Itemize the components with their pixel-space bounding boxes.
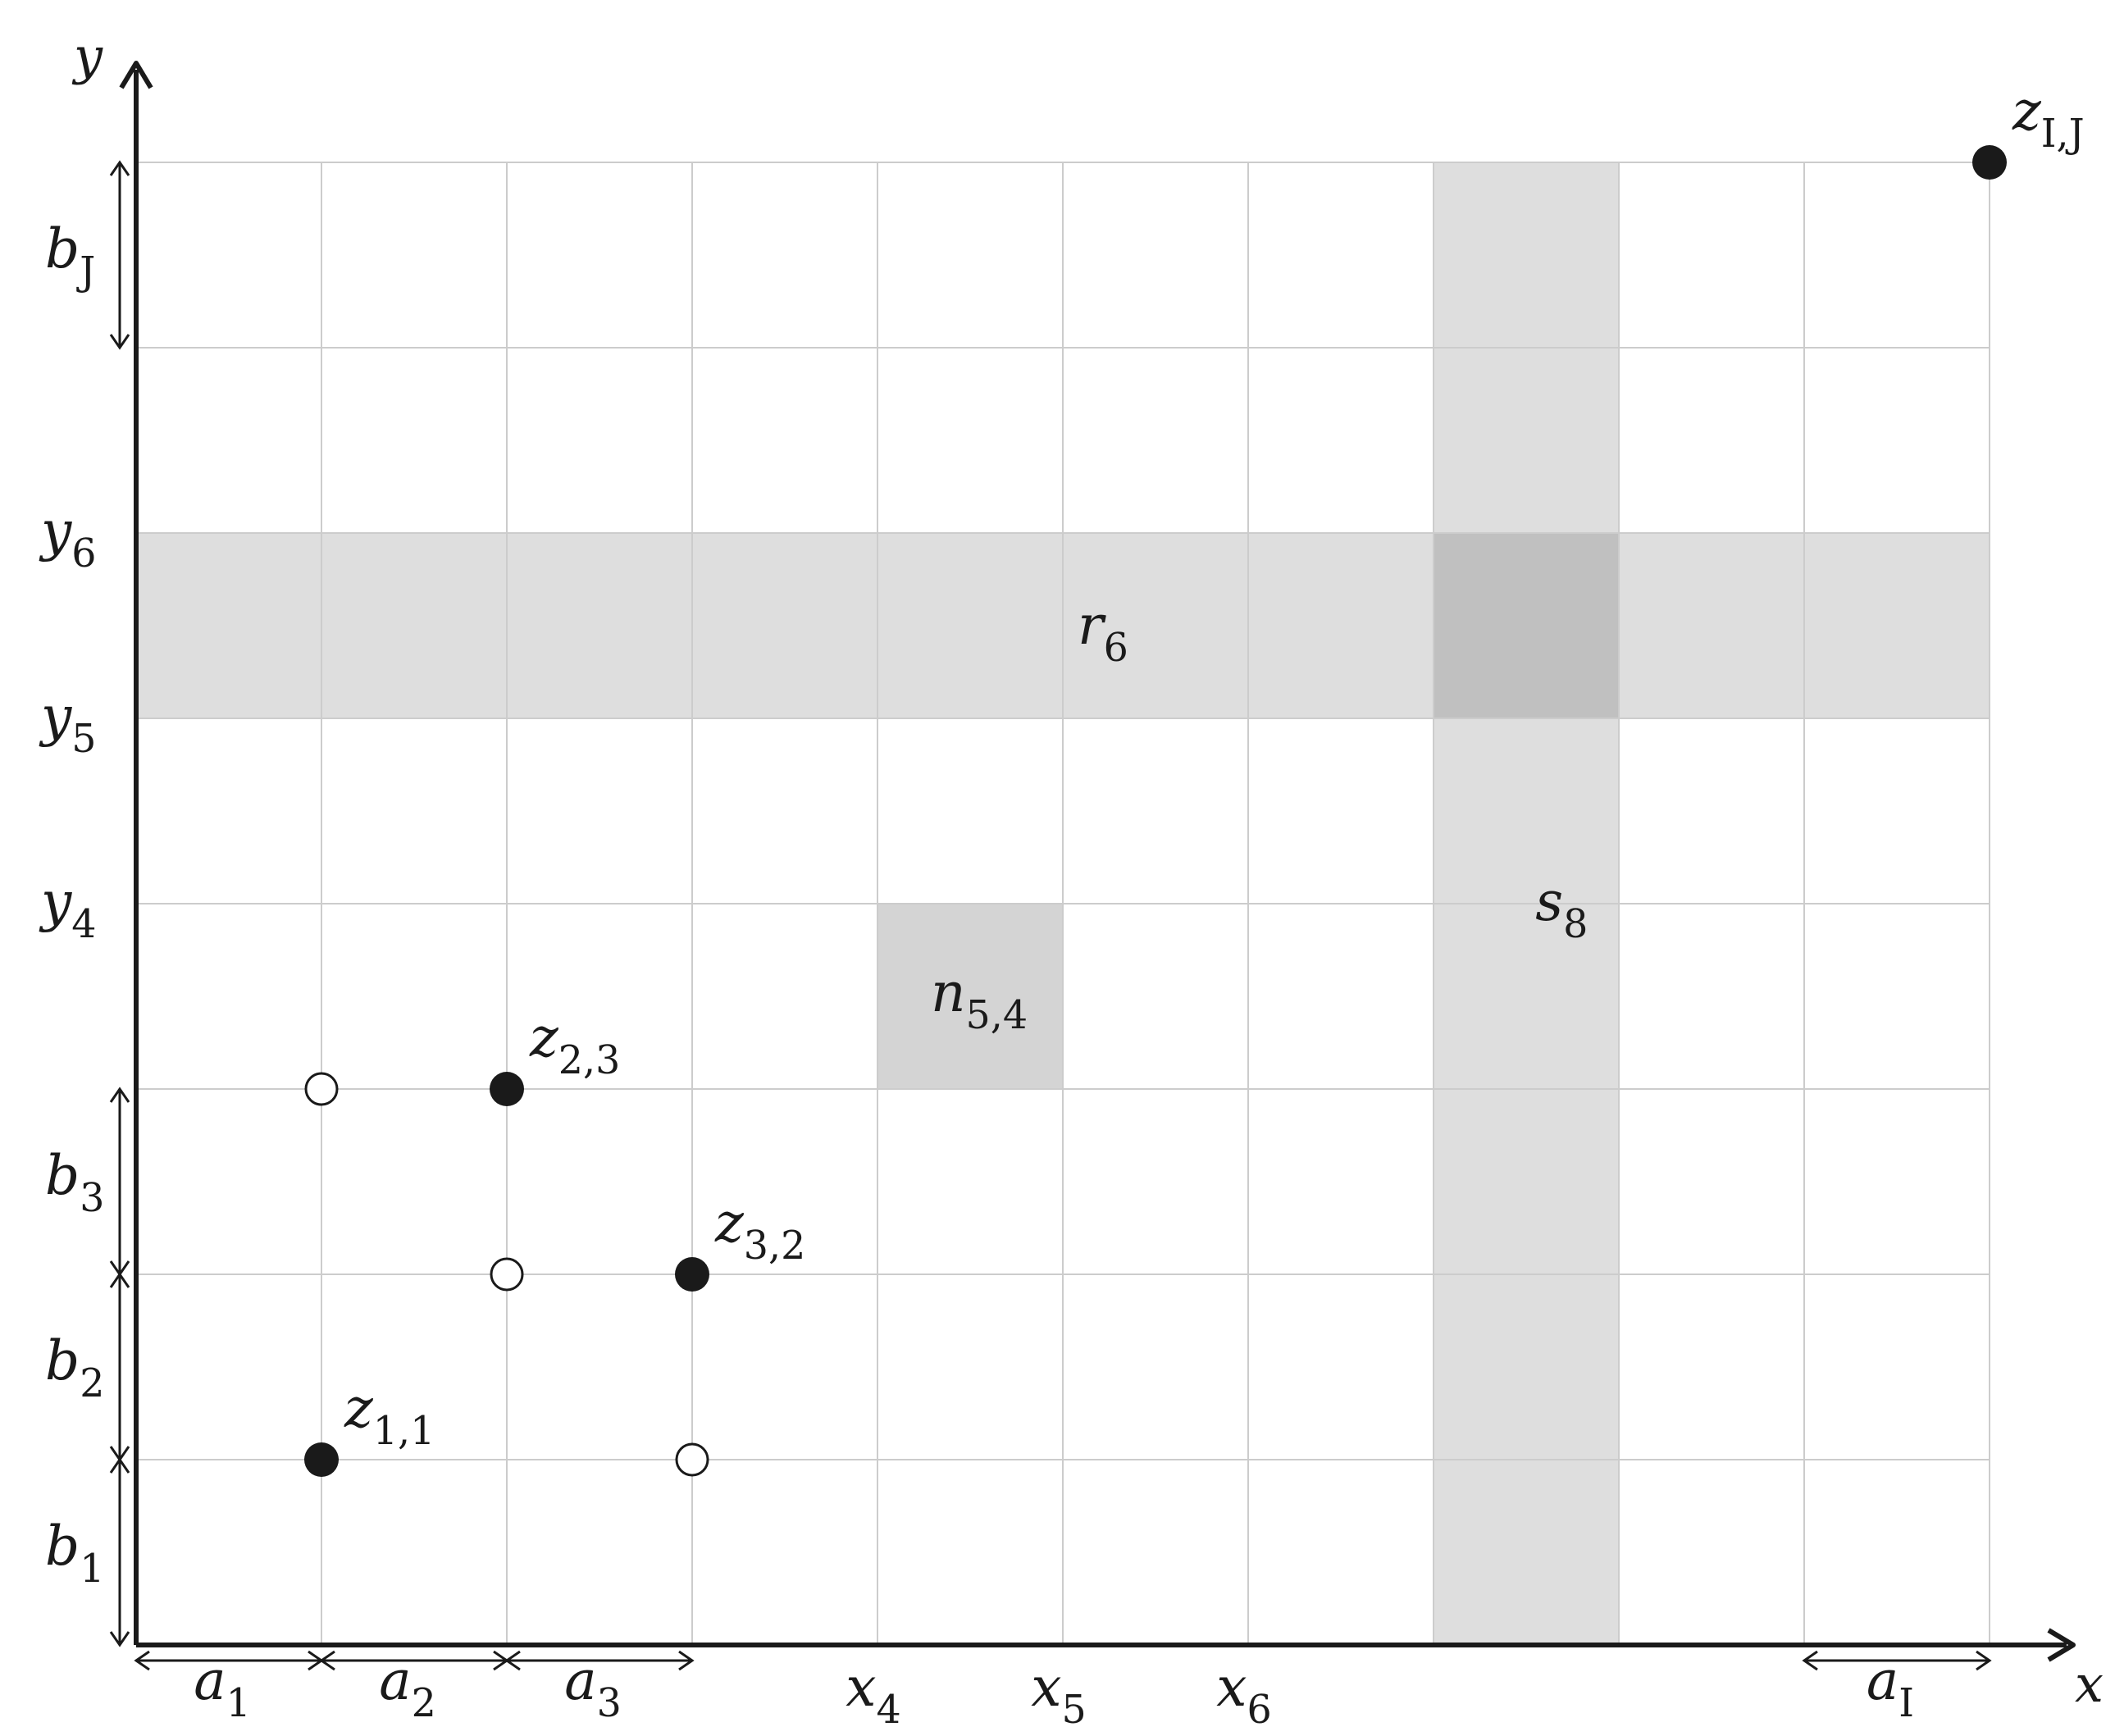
- x-tick-label-5-subscript: 5: [1062, 1688, 1087, 1733]
- point-label-z11-main: z: [344, 1377, 374, 1440]
- width-arrow-a1: [134, 1650, 324, 1671]
- grid-lines: [136, 162, 1990, 1645]
- y-tick-label-5: y5: [39, 685, 97, 762]
- x-tick-label-6-main: x: [1216, 1656, 1247, 1719]
- label-r6: r6: [1078, 594, 1128, 671]
- x-axis-arrowhead: [2047, 1628, 2076, 1662]
- width-label-a3-subscript: 3: [597, 1681, 622, 1726]
- point-filled-zIJ: [1972, 145, 2007, 180]
- height-arrow-b1: [109, 1457, 130, 1647]
- height-label-bJ-subscript: J: [76, 249, 95, 294]
- y-tick-label-6-subscript: 6: [71, 531, 96, 576]
- width-label-a3-main: a: [564, 1649, 596, 1712]
- height-label-b1-subscript: 1: [80, 1547, 104, 1592]
- x-tick-label-5-main: x: [1031, 1656, 1061, 1719]
- axes: x y: [71, 26, 2104, 1714]
- region-labels: r6 s8 n5,4: [931, 594, 1588, 1038]
- point-filled-z32: [675, 1257, 709, 1292]
- y-tick-label-4-subscript: 4: [71, 902, 96, 947]
- x-tick-label-4-subscript: 4: [877, 1688, 901, 1733]
- label-r6-subscript: 6: [1104, 626, 1128, 671]
- width-label-a2: a2: [379, 1649, 436, 1726]
- height-label-b3: b3: [45, 1144, 104, 1221]
- point-label-z11: z1,1: [344, 1377, 435, 1454]
- label-n54: n5,4: [931, 961, 1028, 1038]
- point-label-z23-subscript: 2,3: [558, 1038, 621, 1083]
- width-arrow-a3: [504, 1650, 695, 1671]
- y-tick-label-4-main: y: [39, 870, 72, 933]
- width-label-aI-subscript: I: [1898, 1681, 1914, 1726]
- y-tick-label-5-subscript: 5: [71, 717, 96, 762]
- point-label-z32: z3,2: [714, 1192, 805, 1269]
- x-axis-label: x: [2075, 1654, 2104, 1714]
- width-label-aI-main: a: [1867, 1649, 1898, 1712]
- height-label-b1: b1: [45, 1515, 104, 1592]
- point-label-z32-main: z: [714, 1192, 745, 1255]
- point-label-zIJ-main: z: [2012, 80, 2042, 143]
- y-tick-label-5-main: y: [39, 685, 72, 748]
- y-axis-arrowhead: [119, 61, 153, 89]
- height-arrow-bJ: [109, 160, 130, 350]
- y-axis-label: y: [71, 26, 103, 86]
- label-n54-main: n: [931, 961, 966, 1024]
- height-arrow-b2: [109, 1272, 130, 1462]
- height-label-bJ: bJ: [45, 217, 95, 294]
- width-label-a3: a3: [564, 1649, 622, 1726]
- height-label-bJ-main: b: [45, 217, 80, 280]
- point-label-z23: z2,3: [529, 1006, 620, 1083]
- height-label-b2-main: b: [45, 1329, 80, 1392]
- y-tick-label-4: y4: [39, 870, 97, 947]
- x-tick-label-5: x5: [1031, 1656, 1086, 1733]
- point-label-zIJ: zI,J: [2012, 80, 2085, 157]
- height-label-b2: b2: [45, 1329, 104, 1406]
- x-tick-label-6-subscript: 6: [1247, 1688, 1272, 1733]
- label-s8-main: s: [1535, 870, 1563, 933]
- width-label-a2-subscript: 2: [412, 1681, 436, 1726]
- shaded-overlap-cell: [1434, 533, 1619, 718]
- y-tick-label-6-main: y: [39, 499, 72, 563]
- width-label-a1: a1: [194, 1649, 251, 1726]
- point-label-z32-subscript: 3,2: [744, 1223, 806, 1269]
- height-label-b3-subscript: 3: [80, 1176, 104, 1221]
- shaded-cell-n54: [877, 904, 1063, 1089]
- width-label-a2-main: a: [379, 1649, 411, 1712]
- label-s8-subscript: 8: [1563, 902, 1588, 947]
- point-hollow: [304, 1072, 339, 1106]
- label-s8: s8: [1535, 870, 1588, 947]
- width-arrow-a2: [319, 1650, 509, 1671]
- point-filled-z11: [304, 1442, 339, 1477]
- point-label-z11-subscript: 1,1: [373, 1409, 435, 1454]
- x-tick-label-6: x6: [1216, 1656, 1271, 1733]
- label-n54-subscript: 5,4: [966, 993, 1028, 1038]
- height-label-b1-main: b: [45, 1515, 80, 1578]
- point-hollow: [675, 1442, 709, 1477]
- x-tick-label-4: x4: [846, 1656, 900, 1733]
- y-tick-label-6: y6: [39, 499, 97, 576]
- width-label-a1-subscript: 1: [226, 1681, 251, 1726]
- point-label-zIJ-subscript: I,J: [2041, 112, 2085, 157]
- point-hollow: [490, 1257, 524, 1292]
- height-label-b3-main: b: [45, 1144, 80, 1207]
- height-label-b2-subscript: 2: [80, 1361, 104, 1406]
- label-r6-main: r: [1078, 594, 1106, 657]
- point-label-z23-main: z: [529, 1006, 559, 1069]
- grid-points: z1,1z3,2z2,3zI,J: [304, 80, 2085, 1477]
- width-label-aI: aI: [1867, 1649, 1914, 1726]
- height-arrow-b3: [109, 1087, 130, 1277]
- point-filled-z23: [490, 1072, 524, 1106]
- width-arrow-aI: [1802, 1650, 1992, 1671]
- x-tick-label-4-main: x: [846, 1656, 876, 1719]
- width-label-a1-main: a: [194, 1649, 226, 1712]
